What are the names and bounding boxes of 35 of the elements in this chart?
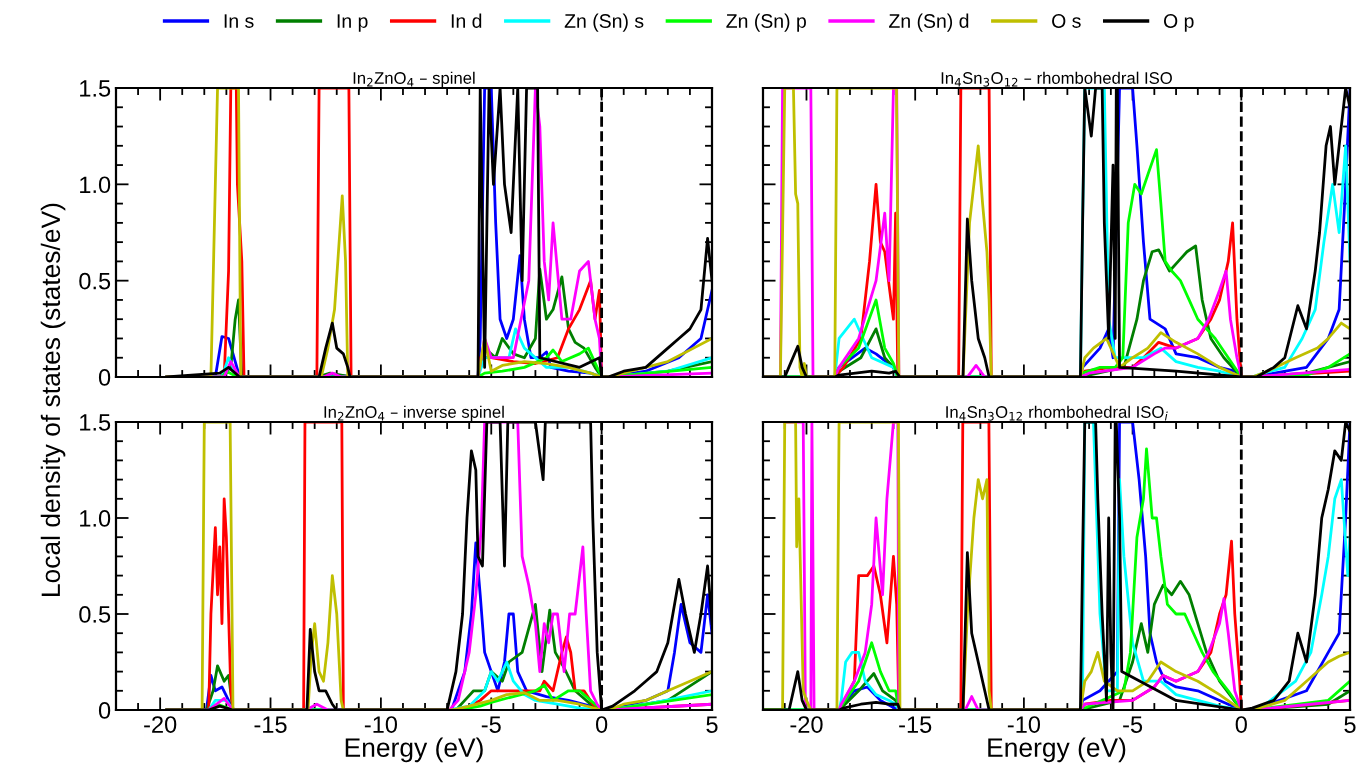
y-tick-label: 0	[98, 702, 111, 719]
chart-title: In$_{2}$ZnO$_{4}$ – inverse spinel	[324, 405, 504, 422]
x-axis-title: Energy (eV)	[345, 737, 483, 763]
legend-label: Zn (Sn) p	[726, 13, 806, 32]
x-tick-label: -10	[1007, 716, 1041, 733]
legend-label: In s	[224, 14, 254, 28]
y-tick-label: 0.5	[79, 272, 111, 290]
y-tick-label: 0	[98, 369, 111, 386]
x-tick-label: 5	[1344, 716, 1356, 733]
x-tick-label: -5	[481, 716, 501, 733]
legend-label: Zn (Sn) s	[564, 13, 644, 32]
chart-title: In$_{4}$Sn$_{3}$O$_{12}$ – rhombohedral ISO	[941, 71, 1172, 87]
x-tick-label: 5	[706, 716, 718, 733]
y-axis-title: Local density of states (states/eV)	[40, 203, 66, 596]
legend-label: O s	[1052, 14, 1081, 28]
x-tick-label: -5	[1123, 716, 1143, 733]
x-tick-label: -10	[364, 716, 398, 733]
y-tick-label: 1.5	[80, 80, 111, 97]
legend-label: O p	[1163, 14, 1194, 32]
x-tick-label: -15	[899, 716, 932, 733]
x-tick-label: -20	[144, 716, 177, 733]
x-tick-label: -15	[254, 716, 287, 733]
y-tick-label: 1.0	[80, 510, 111, 527]
chart-title: In$_{2}$ZnO$_{4}$ – spinel	[353, 71, 475, 88]
y-tick-label: 1.0	[80, 176, 111, 194]
y-tick-label: 0.5	[79, 606, 111, 623]
x-tick-label: 0	[595, 716, 608, 733]
legend-label: In d	[451, 13, 482, 28]
y-tick-label: 1.5	[80, 414, 111, 431]
x-axis-title: Energy (eV)	[988, 737, 1126, 763]
legend-label: In p	[337, 14, 368, 32]
legend-label: Zn (Sn) d	[889, 13, 969, 32]
x-tick-label: -20	[790, 716, 823, 733]
chart-title: In$_{4}$Sn$_{3}$O$_{12}$ rhombohedral ISO$_{i}$	[946, 405, 1168, 421]
x-tick-label: 0	[1235, 716, 1247, 733]
